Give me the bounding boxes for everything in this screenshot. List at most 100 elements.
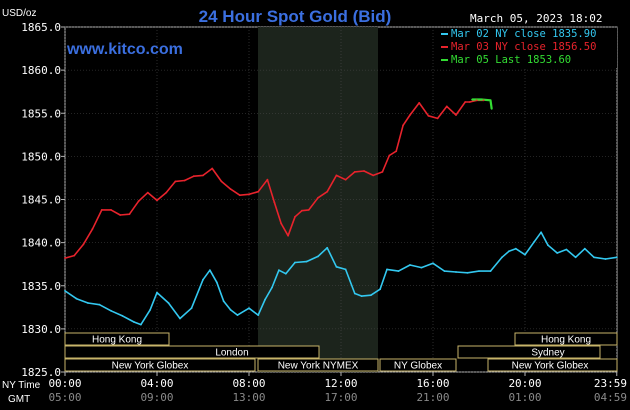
data-point	[593, 256, 595, 259]
data-point	[508, 250, 510, 253]
data-point	[215, 281, 218, 284]
data-point	[388, 154, 391, 157]
data-point	[574, 256, 577, 259]
session-ny-globex-1	[64, 358, 256, 372]
data-point	[91, 227, 94, 230]
data-point	[478, 270, 480, 272]
data-point	[397, 270, 400, 272]
data-point	[317, 196, 319, 199]
x-tick-label-ny: 00:00	[48, 377, 81, 390]
data-point	[482, 99, 485, 102]
data-point	[468, 101, 471, 103]
data-point	[335, 174, 338, 177]
data-point	[301, 209, 303, 212]
data-point	[110, 209, 112, 211]
session-label-ny-nymex: New York NYMEX	[278, 361, 359, 372]
data-point	[229, 188, 232, 191]
data-point	[257, 190, 260, 193]
data-point	[287, 234, 289, 237]
data-point	[489, 270, 492, 272]
data-point	[183, 179, 186, 182]
legend-item-mar02: Mar 02 NY close 1835.90	[451, 28, 596, 40]
website-label[interactable]: www.kitco.com	[66, 41, 183, 58]
data-point	[353, 171, 356, 173]
data-point	[344, 178, 347, 181]
data-point	[202, 174, 204, 177]
data-point	[475, 99, 478, 102]
data-point	[409, 114, 411, 116]
legend-item-mar03: Mar 03 NY close 1856.50	[451, 41, 596, 53]
data-point	[165, 191, 168, 194]
data-point	[372, 174, 375, 177]
data-point	[395, 150, 398, 153]
x-tick-label-ny: 16:00	[416, 377, 449, 390]
data-point	[264, 298, 266, 301]
data-point	[202, 278, 204, 281]
session-ny-globex-2	[379, 358, 457, 372]
data-point	[386, 268, 388, 271]
series-line-mar03	[64, 99, 484, 259]
data-point	[179, 317, 181, 320]
data-point	[146, 191, 149, 194]
session-ny-nymex	[257, 358, 379, 372]
data-point	[87, 302, 89, 304]
data-point	[98, 303, 101, 306]
y-tick-label: 1835.0	[21, 280, 61, 293]
data-point	[533, 240, 536, 243]
data-point	[466, 271, 469, 274]
y-tick-label: 1825.0	[21, 366, 61, 379]
gmt-label: GMT	[8, 394, 30, 405]
data-point	[471, 98, 473, 101]
session-hong-kong-2	[514, 332, 618, 346]
session-label-sydney: Sydney	[531, 348, 564, 359]
y-tick-label: 1855.0	[21, 107, 61, 120]
market-sessions: Hong Kong Hong Kong London Sydney New Yo…	[64, 332, 618, 372]
session-label-ny-globex-1: New York Globex	[112, 361, 189, 372]
data-point	[110, 309, 112, 312]
data-point	[278, 269, 280, 272]
data-point	[140, 323, 142, 326]
data-point	[220, 180, 223, 183]
session-hong-kong-1	[64, 332, 170, 346]
data-point	[137, 200, 140, 203]
data-point	[64, 290, 66, 292]
session-sydney	[457, 345, 601, 359]
x-tick-label-gmt: 21:00	[416, 391, 449, 404]
data-point	[149, 309, 152, 311]
data-point	[420, 266, 423, 269]
session-label-ny-globex-3: New York Globex	[512, 361, 589, 372]
data-point	[273, 201, 276, 204]
data-point	[501, 256, 503, 259]
data-point	[363, 170, 365, 172]
data-points	[64, 98, 618, 326]
chart-title: 24 Hour Spot Gold (Bid)	[199, 7, 392, 26]
timestamp: March 05, 2023 18:02	[470, 12, 602, 25]
data-point	[360, 295, 363, 297]
data-point	[489, 99, 492, 102]
data-point	[133, 321, 135, 323]
x-tick-label-gmt: 17:00	[324, 391, 357, 404]
data-point	[229, 309, 232, 311]
data-point	[353, 292, 356, 295]
x-tick-label-ny: 04:00	[140, 377, 173, 390]
session-london	[64, 345, 320, 359]
data-point	[174, 180, 177, 183]
data-point	[284, 272, 287, 275]
data-point	[445, 105, 448, 108]
data-point	[490, 108, 493, 110]
data-point	[317, 255, 319, 258]
data-point	[409, 264, 411, 266]
data-point	[547, 244, 549, 247]
data-point	[326, 246, 329, 249]
data-point	[119, 214, 122, 216]
data-point	[236, 314, 239, 316]
session-label-ny-globex-2: NY Globex	[394, 361, 442, 372]
data-point	[167, 302, 170, 304]
data-point	[427, 114, 430, 117]
session-label-hong-kong-1: Hong Kong	[92, 335, 142, 346]
data-point	[82, 243, 85, 246]
y-axis-ticks: 1865.0 1860.0 1855.0 1850.0 1845.0 1840.0 1835…	[21, 21, 65, 379]
data-point	[556, 252, 559, 254]
data-point	[209, 269, 211, 272]
data-point	[121, 315, 124, 317]
